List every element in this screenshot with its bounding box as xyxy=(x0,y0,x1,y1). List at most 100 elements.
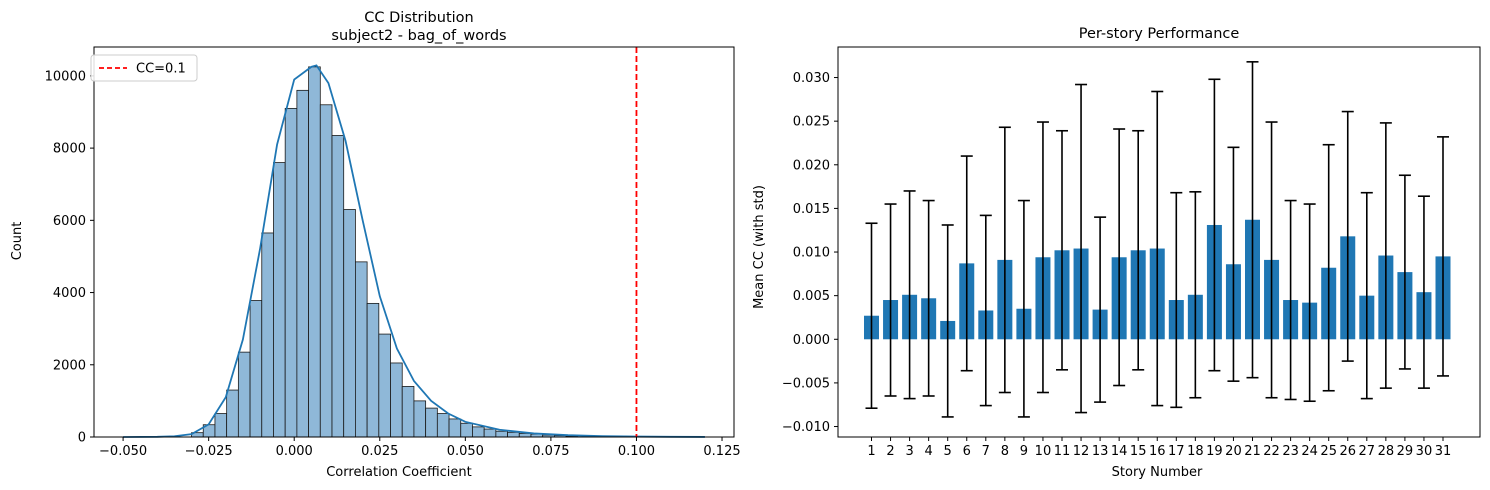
kde-curve-group xyxy=(123,64,705,438)
histogram-bar xyxy=(284,107,298,438)
histogram-bar xyxy=(378,333,391,438)
histogram-bar xyxy=(518,432,532,438)
histogram-bar xyxy=(331,135,345,438)
chart1-axes-frame xyxy=(93,46,735,438)
histogram-bar xyxy=(413,400,427,438)
x-tick-label: 28 xyxy=(1378,444,1395,459)
y-tick-label: 2000 xyxy=(53,358,86,373)
x-tick-label: 17 xyxy=(1168,444,1185,459)
y-tick-label: 0.030 xyxy=(793,71,830,86)
error-bar xyxy=(1246,61,1259,379)
x-tick-label: 1 xyxy=(867,444,875,459)
error-bar xyxy=(960,155,973,372)
chart1-y-axis-label: Count xyxy=(10,222,25,261)
error-bar xyxy=(1437,136,1449,377)
error-bar xyxy=(998,126,1011,394)
histogram-bar xyxy=(448,418,462,438)
histogram-bar xyxy=(425,407,438,438)
x-tick-label: 31 xyxy=(1435,444,1452,459)
per-story-performance-chart: Per-story Performance 1 2 3 4 5 6 7 8 9 10 11 12 13 1… xyxy=(752,26,1481,480)
histogram-bar xyxy=(261,232,274,438)
x-tick-label: 13 xyxy=(1092,444,1109,459)
error-bar xyxy=(1417,195,1430,389)
x-tick-label: 30 xyxy=(1416,444,1433,459)
error-bar xyxy=(1265,121,1278,399)
error-bar xyxy=(1113,128,1126,387)
error-bar xyxy=(1189,191,1202,399)
x-tick-label: 4 xyxy=(925,444,933,459)
x-tick-label: 0.125 xyxy=(703,444,740,459)
error-bar xyxy=(865,222,878,410)
kde-curve xyxy=(123,64,705,438)
x-tick-label: 22 xyxy=(1263,444,1280,459)
x-tick-label: 0.025 xyxy=(361,444,398,459)
x-tick-label: 12 xyxy=(1073,444,1090,459)
x-tick-label: 0.075 xyxy=(532,444,569,459)
error-bar xyxy=(1208,78,1221,372)
x-tick-label: −0.025 xyxy=(185,444,233,459)
x-tick-label: 18 xyxy=(1187,444,1204,459)
histogram-bar xyxy=(343,209,356,438)
histogram-bar xyxy=(226,389,239,438)
histogram-bar xyxy=(507,431,520,438)
y-tick-label: −0.010 xyxy=(782,420,830,435)
error-bar xyxy=(1360,191,1373,400)
x-tick-label: 6 xyxy=(963,444,971,459)
x-tick-label: 11 xyxy=(1054,444,1071,459)
error-bar xyxy=(1075,83,1088,414)
x-tick-label: 0.050 xyxy=(447,444,484,459)
x-tick-label: 10 xyxy=(1035,444,1052,459)
error-bar xyxy=(1227,146,1240,382)
histogram-bar xyxy=(308,66,321,438)
y-tick-label: 10000 xyxy=(45,69,86,84)
error-bar xyxy=(979,214,992,407)
error-bar xyxy=(1151,90,1164,407)
error-bar xyxy=(1056,129,1068,371)
error-bar xyxy=(1017,199,1030,418)
y-tick-label: 6000 xyxy=(53,214,86,229)
y-tick-label: 0.010 xyxy=(793,246,830,261)
legend-frame xyxy=(90,54,198,82)
histogram-bar xyxy=(483,428,497,438)
error-bar xyxy=(1303,203,1316,403)
y-tick-label: 8000 xyxy=(53,142,86,157)
x-tick-label: 2 xyxy=(886,444,894,459)
x-tick-label: 16 xyxy=(1149,444,1166,459)
x-tick-label: 19 xyxy=(1206,444,1223,459)
error-bar xyxy=(1170,191,1183,409)
x-tick-label: 26 xyxy=(1339,444,1356,459)
chart1-subtitle: subject2 - bag_of_words xyxy=(331,28,506,44)
histogram-bar xyxy=(214,413,228,438)
error-bar xyxy=(1341,110,1354,362)
legend-label: CC=0.1 xyxy=(136,62,186,77)
x-tick-label: 9 xyxy=(1020,444,1028,459)
chart1-x-ticks: −0.050 −0.025 0.000 0.025 0.050 0.075 0.100 0.1… xyxy=(99,437,741,459)
histogram-bar xyxy=(273,162,286,438)
histogram-bar xyxy=(390,362,403,438)
chart2-x-ticks: 1 2 3 4 5 6 7 8 9 10 11 12 13 14 15 16 17 18 19 20 21 22 23 24 2… xyxy=(867,437,1451,459)
histogram-bar xyxy=(436,413,450,438)
histogram-bar xyxy=(401,386,415,438)
chart2-title: Per-story Performance xyxy=(1079,26,1240,42)
x-tick-label: 25 xyxy=(1320,444,1337,459)
histogram-bar xyxy=(249,300,263,438)
x-tick-label: −0.050 xyxy=(99,444,147,459)
error-bar xyxy=(922,199,935,397)
chart1-title: CC Distribution xyxy=(364,10,473,26)
chart2-y-ticks: −0.010 −0.005 0.000 0.005 0.010 0.015 0.020 0.0… xyxy=(782,71,838,435)
error-bar xyxy=(903,190,916,400)
histogram-bar xyxy=(296,89,309,438)
histogram-bar xyxy=(495,430,508,438)
error-bar xyxy=(1036,121,1049,394)
x-tick-label: 3 xyxy=(905,444,913,459)
histogram-bar xyxy=(237,351,251,438)
x-tick-label: 15 xyxy=(1130,444,1147,459)
error-bar xyxy=(1398,174,1411,370)
x-tick-label: 0.000 xyxy=(276,444,313,459)
error-bar xyxy=(1379,122,1392,389)
x-tick-label: 7 xyxy=(982,444,990,459)
error-bar xyxy=(941,224,954,418)
chart1-x-axis-label: Correlation Coefficient xyxy=(326,465,472,480)
chart2-axes-frame xyxy=(837,46,1481,438)
